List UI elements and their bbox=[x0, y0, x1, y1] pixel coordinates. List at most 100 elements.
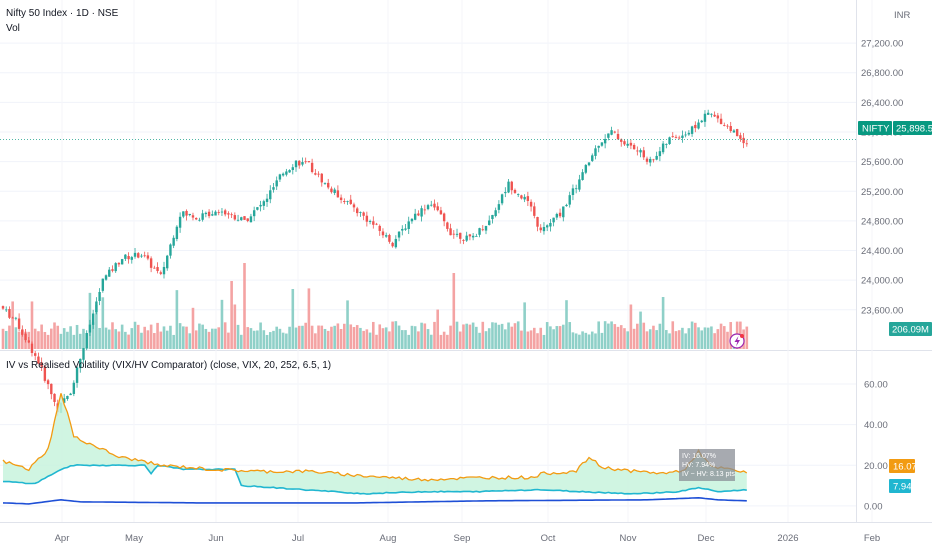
candle-body bbox=[339, 197, 343, 200]
volume-value-tag: 206.09M bbox=[889, 322, 932, 336]
candle-body bbox=[333, 189, 336, 193]
candle-body bbox=[410, 218, 414, 222]
candle-body bbox=[397, 231, 401, 238]
candle-body bbox=[571, 188, 575, 196]
volume-bar bbox=[169, 325, 172, 349]
volume-bar bbox=[574, 333, 578, 349]
candle-body bbox=[272, 187, 275, 190]
volume-bar bbox=[510, 326, 514, 349]
symbol-title[interactable]: Nifty 50 Index · 1D · NSE bbox=[6, 8, 119, 19]
volume-bar bbox=[252, 330, 256, 349]
candle-body bbox=[542, 226, 546, 232]
indicator-title[interactable]: IV vs Realised Volatility (VIX/HV Compar… bbox=[6, 360, 331, 371]
candle-body bbox=[82, 348, 85, 360]
candle-body bbox=[265, 198, 269, 202]
candle-body bbox=[378, 225, 381, 231]
volume-bar bbox=[491, 322, 494, 349]
indicator-axis[interactable]: 60.00 40.00 20.00 0.00 bbox=[864, 380, 888, 513]
candle-body bbox=[591, 155, 594, 161]
candle-body bbox=[613, 131, 616, 133]
volume-bar bbox=[603, 321, 607, 349]
volume-bar bbox=[632, 328, 636, 349]
candle-body bbox=[533, 206, 536, 216]
lightning-icon[interactable] bbox=[729, 333, 745, 349]
volume-bar bbox=[687, 328, 691, 349]
candle-body bbox=[278, 174, 282, 180]
candle-body bbox=[137, 253, 140, 258]
volume-bars bbox=[1, 263, 749, 349]
gridlines bbox=[0, 42, 856, 507]
candle-body bbox=[169, 244, 172, 256]
volume-bar bbox=[265, 334, 269, 349]
candle-body bbox=[188, 213, 191, 216]
volume-bar bbox=[478, 332, 481, 349]
volume-bar bbox=[178, 323, 182, 349]
volume-bar bbox=[600, 332, 604, 349]
volume-bar bbox=[101, 297, 105, 349]
candle-body bbox=[436, 206, 439, 211]
volume-bar bbox=[365, 329, 369, 349]
candle-body bbox=[632, 144, 636, 150]
price-tag-bg bbox=[893, 121, 932, 135]
volume-bar bbox=[133, 321, 137, 349]
candle-body bbox=[285, 171, 288, 175]
volume-bar bbox=[98, 327, 101, 349]
hv-tag: 7.94 bbox=[893, 482, 912, 493]
volume-bar bbox=[153, 333, 156, 349]
volume-bar bbox=[330, 326, 333, 349]
candle-body bbox=[72, 382, 76, 394]
volume-bar bbox=[745, 326, 749, 349]
symbol-tag-bg bbox=[858, 121, 892, 135]
volume-bar bbox=[690, 321, 694, 349]
candle-body bbox=[401, 228, 404, 231]
volume-bar bbox=[175, 290, 179, 349]
candle-body bbox=[288, 170, 291, 173]
candle-body bbox=[127, 256, 130, 260]
candle-body bbox=[153, 267, 156, 269]
time-tick-label: Nov bbox=[620, 533, 637, 544]
time-tick-label: May bbox=[125, 533, 143, 544]
candle-body bbox=[574, 188, 578, 190]
candle-body bbox=[423, 209, 427, 211]
candle-body bbox=[471, 235, 475, 238]
candle-body bbox=[539, 227, 542, 231]
volume-bar bbox=[394, 321, 398, 349]
volume-bar bbox=[59, 333, 63, 349]
volume-bar bbox=[69, 326, 72, 349]
candle-body bbox=[69, 393, 72, 396]
time-axis[interactable]: Apr May Jun Jul Aug Sep Oct Nov Dec 2026 Feb bbox=[55, 533, 881, 544]
volume-bar bbox=[43, 331, 47, 349]
candle-body bbox=[636, 150, 639, 152]
candle-body bbox=[510, 181, 513, 191]
volume-bar bbox=[520, 330, 523, 349]
volume-bar bbox=[275, 326, 278, 349]
volume-bar bbox=[336, 323, 340, 349]
volume-bar bbox=[214, 328, 217, 349]
volume-bar bbox=[140, 332, 143, 349]
volume-bar bbox=[475, 326, 478, 349]
currency-label[interactable]: INR bbox=[894, 10, 911, 21]
candle-body bbox=[381, 231, 385, 236]
candle-body bbox=[124, 254, 127, 259]
candle-body bbox=[687, 132, 691, 135]
price-axis[interactable]: 27,200.0026,800.0026,400.0026,000.0025,6… bbox=[861, 39, 903, 317]
time-tick-label: Feb bbox=[864, 533, 880, 544]
candle-body bbox=[198, 219, 201, 221]
volume-legend[interactable]: Vol bbox=[6, 23, 20, 34]
volume-bar bbox=[278, 328, 282, 349]
candle-body bbox=[143, 255, 146, 257]
volume-bar bbox=[339, 328, 343, 349]
candle-body bbox=[146, 255, 150, 259]
volume-bar bbox=[384, 327, 388, 349]
candle-body bbox=[649, 158, 652, 163]
indicator-tick-label: 0.00 bbox=[864, 501, 883, 512]
volume-bar bbox=[107, 329, 111, 349]
volume-bar bbox=[594, 333, 597, 349]
indicator-tick-label: 40.00 bbox=[864, 420, 888, 431]
candle-body bbox=[66, 395, 69, 399]
volume-bar bbox=[194, 330, 198, 349]
volume-bar bbox=[429, 334, 433, 349]
candle-body bbox=[317, 173, 320, 175]
volume-bar bbox=[198, 323, 201, 349]
